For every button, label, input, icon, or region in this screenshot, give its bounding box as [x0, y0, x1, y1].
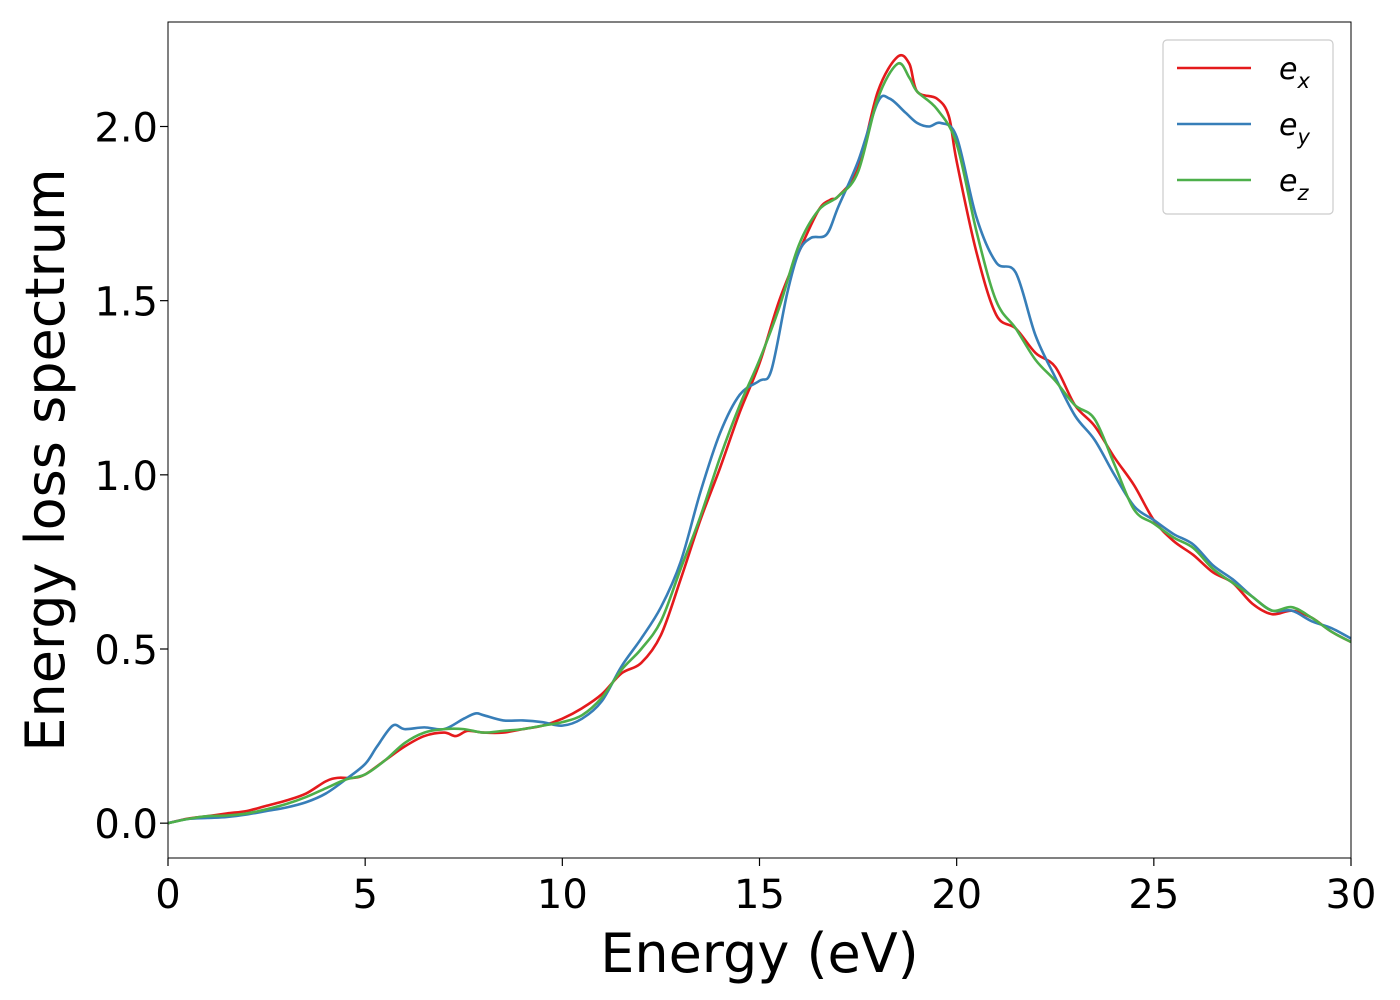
- x-tick-label: 30: [1326, 872, 1377, 918]
- y-tick-label: 0.5: [94, 628, 158, 674]
- x-tick-label: 5: [352, 872, 377, 918]
- y-tick-label: 2.0: [94, 106, 158, 152]
- y-tick-label: 0.0: [94, 802, 158, 848]
- x-tick-label: 25: [1128, 872, 1179, 918]
- series-line-e-y: [167, 94, 1352, 825]
- legend-label-e-z: ez: [1279, 164, 1309, 205]
- series-lines: [167, 53, 1352, 825]
- y-tick-label: 1.5: [94, 280, 158, 326]
- y-tick-label: 1.0: [94, 454, 158, 500]
- legend-box: [1162, 39, 1334, 215]
- x-tick-label: 20: [931, 872, 982, 918]
- legend-label-e-x: ex: [1279, 52, 1310, 93]
- y-axis-ticks: 0.0 0.5 1.0 1.5 2.0: [94, 106, 168, 848]
- x-tick-label: 0: [155, 872, 180, 918]
- series-line-e-z: [167, 61, 1352, 825]
- y-axis-label: Energy loss spectrum: [14, 168, 77, 751]
- legend: ex ey ez: [1162, 39, 1334, 215]
- legend-label-e-y: ey: [1279, 108, 1310, 149]
- x-axis-ticks: 0 5 10 15 20 25 30: [155, 858, 1376, 918]
- x-axis-label: Energy (eV): [600, 922, 919, 985]
- x-tick-label: 10: [537, 872, 588, 918]
- x-tick-label: 15: [734, 872, 785, 918]
